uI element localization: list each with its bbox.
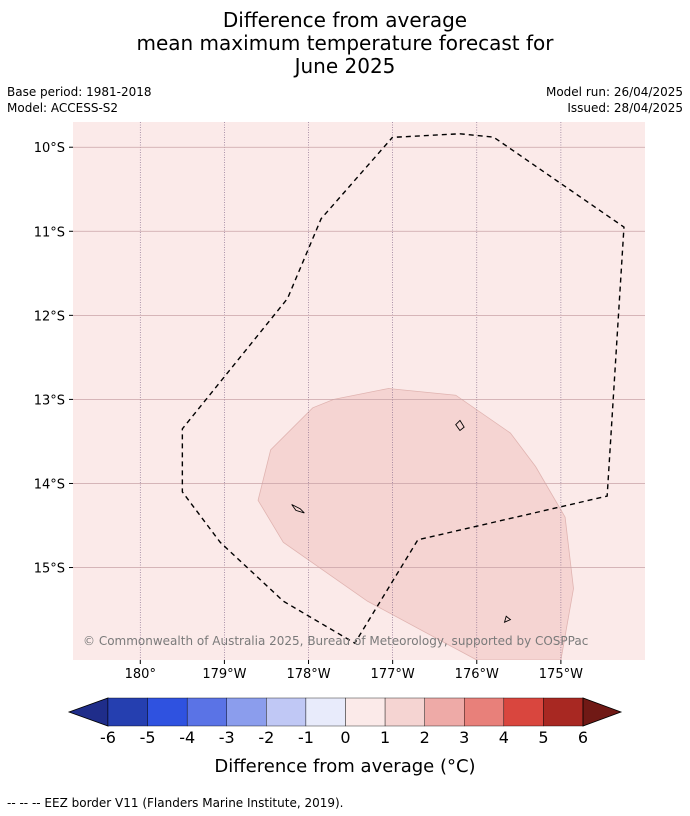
colorbar-segment <box>147 697 188 727</box>
colorbar-segment <box>384 697 425 727</box>
colorbar-label: Difference from average (°C) <box>214 756 475 777</box>
colorbar-segment <box>543 697 584 727</box>
colorbar-tick-label: 6 <box>578 728 588 747</box>
y-tick-label: 14°S <box>34 477 65 492</box>
colorbar-tick-label: 3 <box>459 728 469 747</box>
y-tick-label: 15°S <box>34 562 65 577</box>
colorbar-tick-label: 4 <box>499 728 509 747</box>
x-tick-label: 178°W <box>286 667 330 682</box>
colorbar-segment <box>186 697 227 727</box>
x-tick-label: 177°W <box>371 667 415 682</box>
x-tick-label: 180° <box>125 667 156 682</box>
anomaly-region <box>257 388 574 660</box>
island-outline <box>455 419 465 432</box>
colorbar-tick-label: -3 <box>219 728 235 747</box>
y-axis-ticks: 10°S 11°S 12°S 13°S 14°S 15°S <box>34 141 73 577</box>
colorbar-segment <box>464 697 505 727</box>
base-period-label: Base period: 1981-2018 <box>7 85 152 99</box>
forecast-map: © Commonwealth of Australia 2025, Bureau… <box>34 122 645 777</box>
chart-title-line1: Difference from average <box>222 8 468 32</box>
colorbar-segment <box>266 697 307 727</box>
colorbar-extend-high <box>582 697 623 727</box>
y-tick-label: 12°S <box>34 309 65 324</box>
colorbar-tick-label: 2 <box>420 728 430 747</box>
colorbar-tick-label: 5 <box>538 728 548 747</box>
eez-footnote: -- -- -- EEZ border V11 (Flanders Marine… <box>7 796 344 810</box>
colorbar: -6 -5 -4 -3 -2 -1 0 1 2 3 4 5 6 <box>67 697 623 747</box>
y-tick-label: 11°S <box>34 225 65 240</box>
x-tick-label: 179°W <box>202 667 246 682</box>
model-run-label: Model run: 26/04/2025 <box>545 85 683 99</box>
island-outline <box>503 615 512 623</box>
colorbar-extend-low <box>67 697 109 727</box>
colorbar-tick-label: -6 <box>100 728 116 747</box>
x-tick-label: 175°W <box>539 667 583 682</box>
island-outline <box>291 504 305 514</box>
chart-title-line2: mean maximum temperature forecast for <box>136 31 554 55</box>
gridlines <box>73 122 645 660</box>
colorbar-tick-label: -2 <box>258 728 274 747</box>
copyright-text: © Commonwealth of Australia 2025, Bureau… <box>83 634 588 648</box>
colorbar-segment <box>226 697 267 727</box>
colorbar-segment <box>503 697 544 727</box>
x-axis-ticks: 180° 179°W 178°W 177°W 176°W 175°W <box>125 660 583 682</box>
colorbar-tick-label: -1 <box>298 728 314 747</box>
colorbar-tick-label: 0 <box>340 728 350 747</box>
colorbar-segment <box>345 697 386 727</box>
colorbar-segment <box>424 697 465 727</box>
colorbar-tick-label: 1 <box>380 728 390 747</box>
colorbar-segment <box>107 697 148 727</box>
issued-label: Issued: 28/04/2025 <box>567 101 683 115</box>
model-label: Model: ACCESS-S2 <box>7 101 119 115</box>
colorbar-tick-label: -5 <box>140 728 156 747</box>
y-tick-label: 13°S <box>34 393 65 408</box>
x-tick-label: 176°W <box>455 667 499 682</box>
colorbar-tick-label: -4 <box>179 728 195 747</box>
y-tick-label: 10°S <box>34 141 65 156</box>
chart-title-line3: June 2025 <box>294 54 396 78</box>
anomaly-regions <box>257 388 574 660</box>
islands <box>291 419 512 623</box>
colorbar-segment <box>305 697 346 727</box>
